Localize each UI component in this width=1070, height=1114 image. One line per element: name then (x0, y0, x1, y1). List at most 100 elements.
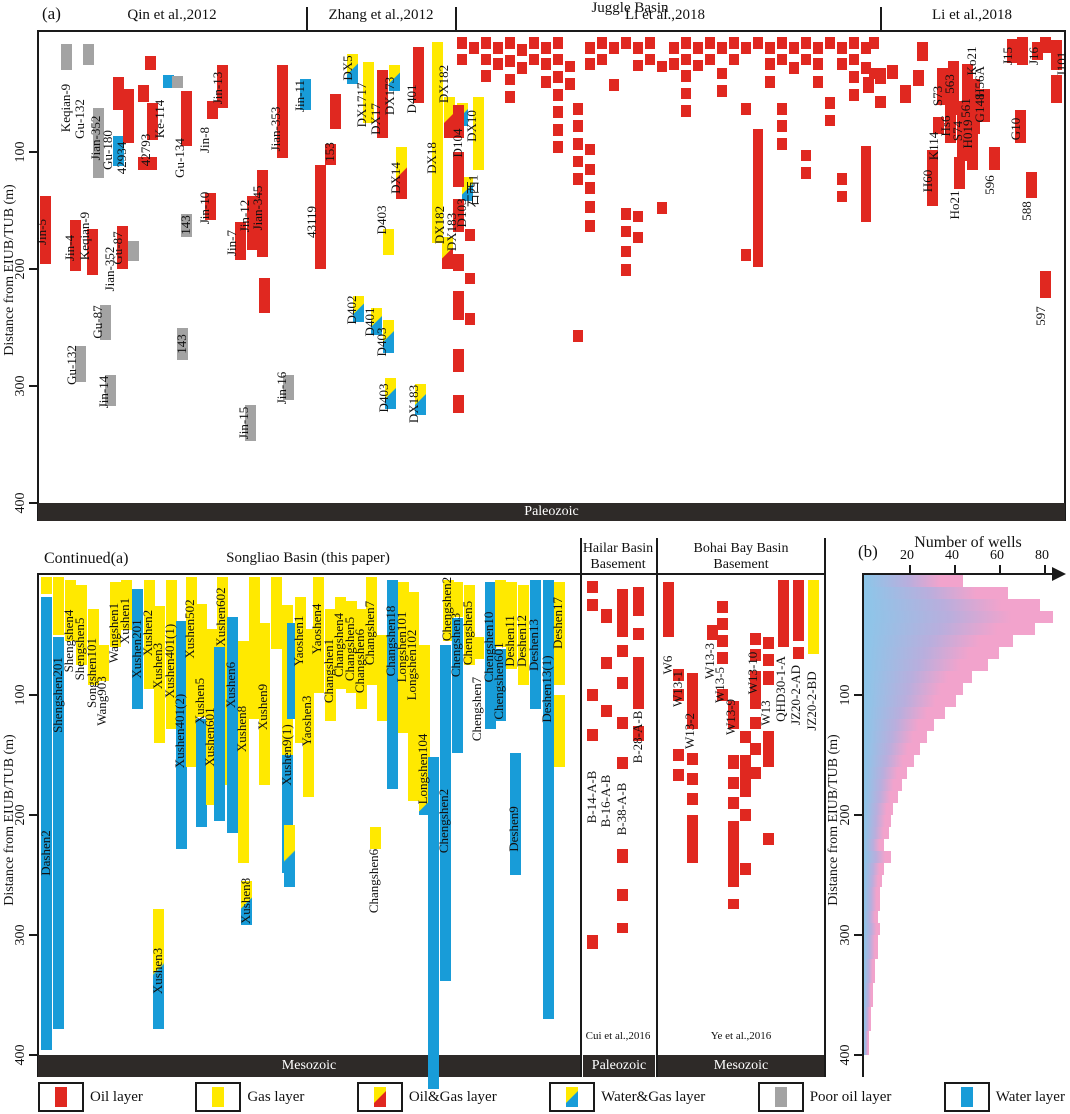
well-bar (88, 608, 99, 686)
well-bar (861, 61, 871, 74)
well-label: G148 (972, 93, 987, 122)
well-bar (587, 728, 598, 741)
well-bar (585, 182, 595, 195)
well-bar (65, 579, 76, 641)
well-bar (729, 37, 739, 50)
well-label: Jian-352 (102, 246, 117, 292)
legend-swatch-box (549, 1082, 596, 1112)
well-bar (717, 635, 728, 647)
well-bar (465, 229, 475, 241)
well-label: 石西1 (465, 174, 481, 207)
well-bar (495, 579, 506, 647)
well-label: Gu-132 (64, 345, 79, 385)
well-label: Xushen9 (255, 683, 270, 731)
well-bar (750, 632, 761, 645)
well-bar (61, 44, 72, 71)
well-bar (238, 641, 249, 863)
well-bar (937, 67, 948, 106)
legend-item: Water&Gas layer (549, 1082, 705, 1112)
well-bar (207, 100, 218, 120)
well-label: B-16-A-B (598, 774, 613, 827)
well-label: W13-10 (745, 652, 760, 695)
well-bar (617, 644, 628, 657)
histogram-bar (864, 839, 885, 851)
well-bar (227, 617, 238, 833)
well-bar (356, 608, 367, 710)
well-label: 596 (982, 175, 997, 195)
x-tick-label: 60 (990, 548, 1004, 563)
well-bar (541, 58, 551, 71)
well-bar (750, 716, 761, 729)
well-label: Jin-11 (292, 79, 307, 112)
well-bar (377, 635, 388, 722)
well-bar (413, 46, 424, 103)
histogram-bar (864, 767, 907, 779)
well-label: W13-9 (723, 698, 738, 735)
well-bar (633, 210, 643, 223)
well-label: D402 (344, 295, 359, 325)
well-bar (789, 42, 799, 54)
well-bar (553, 37, 563, 50)
epoch-bar: Mesozoic (38, 1055, 580, 1077)
well-bar (573, 155, 583, 168)
well-bar (621, 208, 631, 220)
well-bar (585, 143, 595, 156)
well-label: Deshen9 (506, 806, 521, 853)
well-bar (506, 582, 517, 669)
well-label: DX183 (406, 384, 421, 423)
well-bar (1040, 271, 1051, 299)
well-label: J16 (1026, 47, 1041, 66)
legend-item: Gas layer (195, 1082, 304, 1112)
continued-top-axis-line (38, 573, 826, 575)
well-bar (750, 671, 761, 710)
well-bar (553, 71, 563, 83)
well-bar (740, 809, 751, 821)
well-label: 588 (1019, 200, 1034, 221)
well-label: Ke-114 (152, 99, 167, 139)
histogram-bar (864, 983, 873, 995)
histogram-bar (864, 923, 880, 935)
well-bar (573, 329, 583, 342)
well-label: Chengshen2 (436, 788, 451, 854)
well-bar (41, 577, 52, 595)
well-bar (673, 769, 684, 782)
well-bar (633, 627, 644, 640)
histogram-bar (864, 887, 880, 899)
well-label: 143 (174, 334, 189, 354)
well-label: DX18 (424, 141, 439, 174)
well-bar (633, 42, 643, 54)
section-header: Li et al.,2018 (932, 7, 1012, 23)
well-bar (177, 327, 188, 361)
well-bar (138, 85, 149, 102)
histogram-bar (864, 743, 921, 755)
histogram-bar (864, 695, 957, 707)
histogram-bar (864, 971, 876, 983)
well-bar (617, 589, 628, 638)
well-bar (1032, 42, 1043, 60)
panel-b-axis-arrow-icon (1052, 567, 1066, 581)
y-tick (29, 151, 38, 153)
histogram-bar (864, 863, 885, 875)
well-bar (105, 375, 116, 406)
y-tick-label: 400 (838, 1044, 853, 1066)
well-bar (673, 668, 684, 681)
well-bar (875, 67, 886, 85)
well-bar (750, 649, 761, 662)
well-bar (113, 135, 124, 167)
well-bar (609, 42, 619, 54)
well-bar (346, 601, 357, 693)
well-label: 563 (942, 74, 957, 94)
section-header: Li et al.,2018 (625, 7, 705, 23)
well-label: Changshen6 (366, 848, 381, 914)
well-bar (465, 313, 475, 326)
well-bar (869, 37, 879, 50)
well-bar (505, 91, 515, 103)
well-bar (505, 73, 515, 86)
well-bar (777, 120, 787, 133)
well-bar (621, 245, 631, 258)
well-bar (753, 37, 763, 50)
well-bar (387, 579, 398, 789)
histogram-bar (864, 791, 898, 803)
well-label: Jin-13 (210, 71, 225, 104)
well-bar (510, 752, 521, 875)
